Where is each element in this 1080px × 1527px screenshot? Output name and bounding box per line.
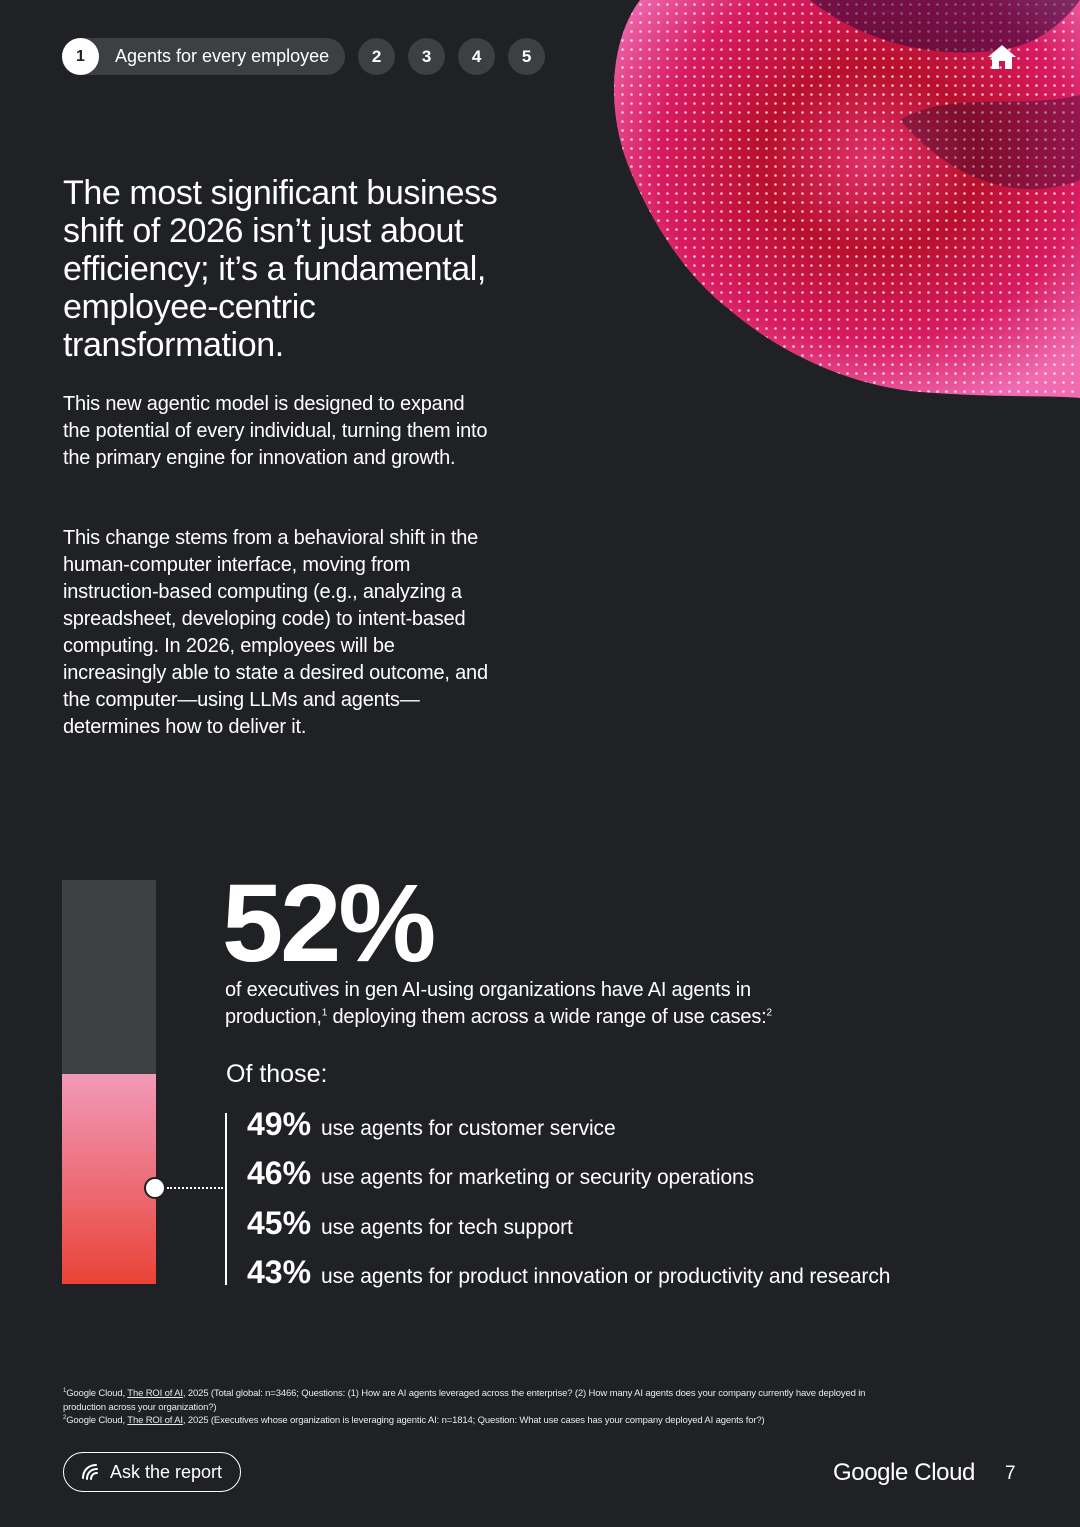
use-case-text: use agents for customer service bbox=[321, 1117, 616, 1140]
use-case-percent: 46% bbox=[247, 1155, 312, 1192]
section-nav: 1 Agents for every employee 2 3 4 5 bbox=[62, 38, 546, 75]
footnote-link[interactable]: The ROI of AI bbox=[127, 1415, 183, 1426]
stat-description-part1: of executives in gen AI-using organizati… bbox=[225, 979, 751, 1028]
footnote-link[interactable]: The ROI of AI bbox=[127, 1388, 183, 1399]
nav-tab-1-label: Agents for every employee bbox=[115, 46, 330, 66]
page-number: 7 bbox=[1005, 1463, 1016, 1484]
footnote-number: 1 bbox=[63, 1387, 67, 1394]
of-those-heading: Of those: bbox=[226, 1060, 328, 1088]
list-item: 45% use agents for tech support bbox=[247, 1205, 890, 1254]
nav-tab-3[interactable]: 3 bbox=[408, 38, 446, 75]
stat-marker-dot bbox=[144, 1177, 166, 1199]
footnote-2: 2Google Cloud, The ROI of AI, 2025 (Exec… bbox=[63, 1414, 883, 1428]
nav-tab-1-number: 1 bbox=[62, 38, 99, 75]
footnote-1: 1Google Cloud, The ROI of AI, 2025 (Tota… bbox=[63, 1387, 883, 1414]
headline: The most significant business shift of 2… bbox=[63, 174, 498, 364]
stat-bar-fill bbox=[62, 1074, 156, 1284]
footnote-prefix: Google Cloud, bbox=[66, 1388, 128, 1399]
ask-the-report-button[interactable]: Ask the report bbox=[63, 1452, 241, 1492]
decorative-particle-blob bbox=[613, 0, 1080, 398]
home-button[interactable] bbox=[986, 43, 1018, 71]
use-case-text: use agents for marketing or security ope… bbox=[321, 1166, 755, 1190]
uses-bracket-line bbox=[225, 1113, 227, 1285]
home-icon bbox=[988, 45, 1016, 69]
nav-tab-1-active[interactable]: 1 Agents for every employee bbox=[62, 38, 346, 75]
footnote-text: , 2025 (Executives whose organization is… bbox=[182, 1415, 765, 1426]
use-case-text: use agents for tech support bbox=[321, 1215, 573, 1239]
use-case-list: 49% use agents for customer service 46% … bbox=[247, 1106, 890, 1303]
footnote-ref-2: 2 bbox=[766, 1007, 772, 1019]
list-item: 46% use agents for marketing or security… bbox=[247, 1155, 890, 1204]
footnote-number: 2 bbox=[63, 1414, 67, 1421]
use-case-percent: 45% bbox=[247, 1204, 312, 1241]
list-item: 43% use agents for product innovation or… bbox=[247, 1254, 890, 1303]
google-cloud-logo: Google Cloud bbox=[833, 1459, 975, 1486]
list-item: 49% use agents for customer service bbox=[247, 1106, 890, 1155]
nav-tab-4[interactable]: 4 bbox=[458, 38, 496, 75]
nav-tab-2[interactable]: 2 bbox=[358, 38, 396, 75]
stat-description: of executives in gen AI-using organizati… bbox=[225, 977, 845, 1031]
stat-value: 52% bbox=[222, 862, 436, 985]
use-case-text: use agents for product innovation or pro… bbox=[321, 1264, 891, 1288]
footnote-prefix: Google Cloud, bbox=[66, 1415, 128, 1426]
use-case-percent: 43% bbox=[247, 1253, 312, 1290]
stat-connector-dotted-line bbox=[167, 1187, 223, 1189]
intro-paragraph: This new agentic model is designed to ex… bbox=[63, 393, 488, 469]
ask-the-report-label: Ask the report bbox=[110, 1461, 223, 1482]
nav-tab-5[interactable]: 5 bbox=[508, 38, 546, 75]
spark-chat-icon bbox=[82, 1464, 98, 1480]
footnotes: 1Google Cloud, The ROI of AI, 2025 (Tota… bbox=[63, 1387, 883, 1428]
use-case-percent: 49% bbox=[247, 1106, 312, 1142]
body-paragraph: This change stems from a behavioral shif… bbox=[63, 527, 488, 738]
footnote-text: , 2025 (Total global: n=3466; Questions:… bbox=[63, 1388, 866, 1413]
stat-description-part2: deploying them across a wide range of us… bbox=[327, 1006, 767, 1028]
footnote-ref-1: 1 bbox=[321, 1007, 328, 1019]
